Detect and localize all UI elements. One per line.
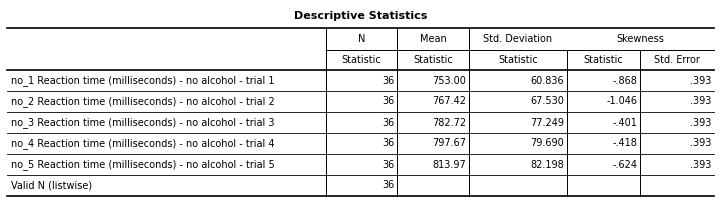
Text: Mean: Mean	[420, 34, 446, 44]
Text: 36: 36	[382, 181, 394, 191]
Text: 813.97: 813.97	[432, 159, 466, 170]
Text: -.624: -.624	[612, 159, 637, 170]
Text: no_4 Reaction time (milliseconds) - no alcohol - trial 4: no_4 Reaction time (milliseconds) - no a…	[11, 138, 275, 149]
Text: -.868: -.868	[613, 76, 637, 86]
Text: no_3 Reaction time (milliseconds) - no alcohol - trial 3: no_3 Reaction time (milliseconds) - no a…	[11, 117, 275, 128]
Text: -1.046: -1.046	[606, 97, 637, 106]
Text: 60.836: 60.836	[530, 76, 564, 86]
Text: 782.72: 782.72	[432, 118, 466, 127]
Text: no_1 Reaction time (milliseconds) - no alcohol - trial 1: no_1 Reaction time (milliseconds) - no a…	[11, 75, 275, 86]
Text: Statistic: Statistic	[498, 55, 538, 65]
Text: Statistic: Statistic	[413, 55, 453, 65]
Text: .393: .393	[689, 97, 711, 106]
Text: 79.690: 79.690	[530, 138, 564, 149]
Text: 753.00: 753.00	[432, 76, 466, 86]
Text: no_5 Reaction time (milliseconds) - no alcohol - trial 5: no_5 Reaction time (milliseconds) - no a…	[11, 159, 275, 170]
Text: .393: .393	[689, 138, 711, 149]
Text: 36: 36	[382, 76, 394, 86]
Text: N: N	[358, 34, 365, 44]
Text: 36: 36	[382, 159, 394, 170]
Text: .393: .393	[689, 118, 711, 127]
Text: Statistic: Statistic	[342, 55, 381, 65]
Text: 67.530: 67.530	[530, 97, 564, 106]
Text: Skewness: Skewness	[616, 34, 664, 44]
Text: 77.249: 77.249	[530, 118, 564, 127]
Text: 36: 36	[382, 138, 394, 149]
Text: -.418: -.418	[613, 138, 637, 149]
Text: Valid N (listwise): Valid N (listwise)	[11, 181, 92, 191]
Text: 767.42: 767.42	[432, 97, 466, 106]
Text: 797.67: 797.67	[432, 138, 466, 149]
Text: 36: 36	[382, 97, 394, 106]
Text: 36: 36	[382, 118, 394, 127]
Text: Statistic: Statistic	[584, 55, 624, 65]
Text: .393: .393	[689, 159, 711, 170]
Text: -.401: -.401	[613, 118, 637, 127]
Text: .393: .393	[689, 76, 711, 86]
Text: 82.198: 82.198	[530, 159, 564, 170]
Text: Std. Deviation: Std. Deviation	[483, 34, 552, 44]
Text: Std. Error: Std. Error	[654, 55, 700, 65]
Text: no_2 Reaction time (milliseconds) - no alcohol - trial 2: no_2 Reaction time (milliseconds) - no a…	[11, 96, 275, 107]
Text: Descriptive Statistics: Descriptive Statistics	[294, 11, 427, 21]
